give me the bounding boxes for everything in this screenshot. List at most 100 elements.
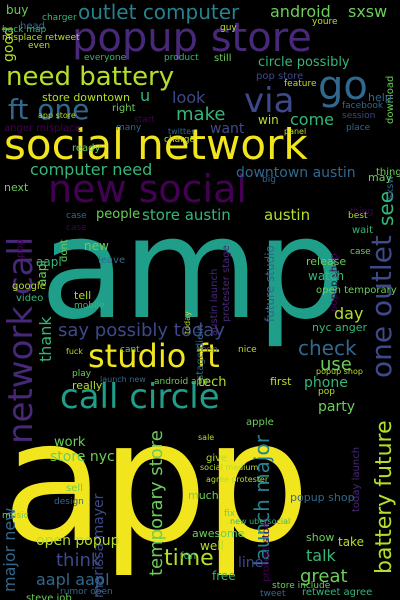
word-thing: case: [350, 247, 371, 257]
word-call-circle: call circle: [60, 377, 220, 417]
word-fix: fix: [224, 509, 235, 519]
word-amp: amp: [40, 188, 345, 351]
word-awesome: awesome: [192, 527, 245, 540]
word-facebook: facebook: [342, 101, 384, 111]
word-say-possibly-today: say possibly today: [58, 320, 225, 341]
word-aapl: aapl: [36, 255, 62, 269]
word-stage-diein: protester stage: [221, 245, 232, 322]
word-keep: cant: [120, 345, 140, 355]
word-ft-one: ft one: [8, 93, 90, 126]
word-apple: apple: [246, 417, 274, 428]
word-sale: misplace retweet: [2, 33, 80, 43]
word-check: check: [298, 336, 357, 360]
word-google: google: [12, 281, 46, 292]
word-ready: ready: [72, 143, 101, 154]
word-everyone: everyone: [84, 53, 127, 63]
word-nice: android app: [154, 377, 208, 387]
word-work: work: [54, 435, 86, 450]
word-head: big: [262, 175, 276, 185]
word-twitter: start: [134, 115, 155, 125]
word-session: session: [342, 111, 376, 121]
word-charge: sale: [198, 433, 215, 442]
word-start: charger: [42, 13, 77, 23]
word-austin: austin: [264, 206, 311, 224]
word-protester-stage: austin launch: [209, 268, 220, 336]
word-anger-misplace: anger misplace: [4, 123, 81, 134]
word-look: look: [172, 88, 206, 107]
word-still: still: [214, 53, 232, 64]
word-win: win: [258, 113, 279, 127]
word-product: product: [164, 53, 199, 63]
word-tweet: steve job: [26, 593, 72, 600]
word-use: use: [320, 354, 352, 375]
word-outlet-computer: outlet computer: [78, 0, 240, 24]
word-cant: open temporary: [316, 285, 397, 296]
word-today: tweet: [260, 589, 286, 599]
word-line: line: [238, 555, 264, 571]
word-music: music: [2, 511, 29, 521]
word-time: time: [164, 546, 214, 571]
word-misplace-retweet: protest store: [261, 517, 272, 582]
word-store-downtown: store downtown: [42, 91, 131, 104]
word-studio-ft: studio ft: [88, 337, 220, 375]
word-popup-store: popup store: [72, 15, 312, 61]
word-computer-need: computer need: [30, 160, 153, 179]
word-sell: sell: [66, 483, 83, 494]
word-next: next: [4, 181, 29, 194]
word-downtown-austin: downtown austin: [236, 165, 356, 181]
word-well: well: [200, 539, 224, 553]
word-fun: fun: [180, 551, 197, 562]
word-store-include: pop: [15, 239, 26, 258]
word-talk: talk: [306, 546, 336, 565]
word-network-call: network call: [1, 236, 41, 444]
word-tell: tell: [74, 289, 92, 302]
word-app-store: head: [20, 21, 45, 32]
word-free: free: [212, 569, 236, 583]
word-pop: nice: [238, 345, 257, 355]
word-really: really: [72, 379, 103, 392]
word-new-ubersocial: fuck: [66, 347, 83, 356]
word-first: first: [270, 375, 292, 388]
word-retweet-agree: popup shop: [290, 491, 355, 504]
word-play: keep: [196, 345, 218, 355]
word-one-outlet: one outlet: [365, 235, 398, 378]
word-make: make: [176, 104, 226, 125]
word-thank: thank: [36, 316, 55, 362]
word-anyone: thing: [350, 207, 374, 217]
word-guy: guy: [220, 23, 237, 33]
word-design: design: [54, 497, 84, 507]
word-come: come: [290, 110, 335, 129]
word-aapl-aapl: aapl aapl: [36, 570, 110, 589]
word-great: great: [300, 566, 348, 587]
word-much: much: [188, 489, 219, 502]
word-pop-store: pop store: [256, 71, 304, 82]
word-sxsw: sxsw: [348, 2, 388, 21]
word-youre: youre: [312, 17, 338, 27]
word-nyc-anger: nyc anger: [312, 321, 368, 334]
word-new: new: [84, 239, 109, 253]
word-watch: watch: [308, 269, 345, 283]
word-back-map: rumor open: [60, 587, 113, 597]
word-battery-future: battery future: [372, 420, 397, 574]
word-android-app: launch new: [100, 375, 146, 384]
word-give: give: [206, 453, 228, 464]
word-protest-store: retweet agree: [302, 587, 373, 598]
word-big: thing: [376, 167, 400, 178]
word-app: app: [2, 384, 310, 580]
word-even: even: [28, 41, 51, 51]
word-circle-possibly: circle possibly: [258, 55, 350, 70]
word-already: charge: [164, 135, 195, 145]
word-leave: leave: [98, 255, 126, 266]
word-launch-new: play: [72, 369, 92, 379]
word-case: case: [66, 223, 87, 233]
word-u: u: [140, 86, 151, 105]
word-video: video: [16, 293, 44, 304]
word-show: show: [306, 531, 335, 544]
word-feature: feature: [284, 79, 317, 89]
word-tomorrow: panel: [284, 127, 307, 136]
word-hit: new ubersocial: [230, 517, 291, 526]
word-release: release: [306, 255, 347, 268]
word-future-studio: future studio: [263, 245, 277, 322]
word-need-battery: need battery: [6, 62, 175, 92]
